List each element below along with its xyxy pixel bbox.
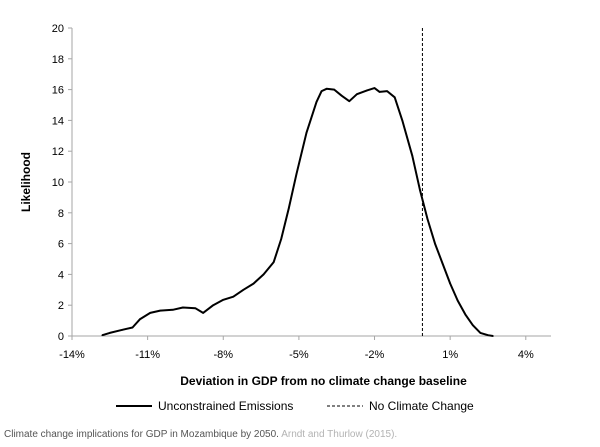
data-point	[378, 91, 381, 93]
data-point	[194, 307, 197, 310]
data-point	[333, 88, 335, 91]
x-axis-title: Deviation in GDP from no climate change …	[180, 374, 467, 388]
unconstrained-emissions-points	[101, 87, 494, 337]
data-point	[426, 218, 429, 220]
y-tick-label: 10	[52, 177, 64, 189]
x-tick-label: -8%	[213, 349, 233, 361]
data-point	[212, 304, 214, 307]
x-axis-ticks: -14% -11% -8% -5% -2% 1% 4%	[59, 336, 534, 361]
data-point	[121, 329, 124, 331]
data-point	[434, 242, 436, 245]
legend: Unconstrained Emissions No Climate Chang…	[116, 399, 474, 413]
data-point	[131, 326, 134, 329]
legend-label-no-climate-change: No Climate Change	[369, 399, 474, 413]
data-point	[487, 334, 489, 337]
data-point	[386, 90, 388, 92]
caption-text: Climate change implications for GDP in M…	[4, 429, 279, 440]
figure-caption: Climate change implications for GDP in M…	[4, 427, 596, 443]
y-tick-label: 14	[52, 115, 64, 127]
data-point	[419, 188, 421, 191]
data-point	[222, 299, 225, 301]
data-point	[401, 119, 404, 122]
data-point	[305, 131, 308, 134]
y-tick-label: 2	[58, 300, 64, 312]
x-tick-label: -14%	[59, 349, 85, 361]
data-point	[348, 100, 351, 102]
data-point	[272, 261, 275, 263]
data-point	[472, 324, 474, 327]
data-point	[411, 155, 414, 157]
legend-label-unconstrained-emissions: Unconstrained Emissions	[158, 399, 293, 413]
x-tick-label: -11%	[135, 349, 160, 361]
data-point	[288, 207, 290, 209]
data-point	[252, 282, 255, 285]
caption-source: Arndt and Thurlow (2015).	[281, 429, 398, 440]
data-point	[295, 173, 298, 176]
y-tick-label: 16	[52, 85, 64, 97]
y-tick-label: 8	[58, 208, 64, 220]
data-point	[373, 87, 376, 89]
data-point	[315, 101, 318, 103]
y-tick-label: 20	[52, 23, 64, 35]
data-point	[182, 306, 184, 309]
data-point	[101, 334, 104, 337]
data-point	[441, 262, 444, 265]
data-point	[366, 89, 368, 92]
y-axis-title: Likelihood	[19, 152, 33, 212]
data-point	[149, 312, 151, 314]
data-point	[325, 88, 328, 90]
data-point	[479, 332, 482, 334]
data-point	[492, 335, 494, 337]
x-tick-label: 4%	[518, 349, 534, 361]
y-axis-ticks: 0 2 4 6 8 10 12 14 16 18 20	[52, 23, 72, 343]
data-point	[109, 332, 111, 334]
y-tick-label: 0	[58, 331, 64, 343]
data-point	[262, 273, 265, 276]
y-tick-label: 4	[58, 269, 64, 281]
data-point	[356, 93, 358, 96]
data-point	[232, 295, 235, 298]
data-point	[159, 309, 162, 312]
x-tick-label: -5%	[289, 349, 309, 361]
unconstrained-emissions-line	[102, 87, 494, 337]
data-point	[202, 312, 204, 314]
data-point	[139, 318, 141, 320]
data-point	[280, 238, 283, 240]
data-point	[242, 289, 245, 291]
data-point	[172, 309, 174, 311]
x-tick-label: 1%	[442, 349, 458, 361]
x-tick-label: -2%	[365, 349, 385, 361]
y-tick-label: 6	[58, 239, 64, 251]
data-point	[464, 313, 467, 316]
y-tick-label: 12	[52, 146, 64, 158]
data-point	[456, 299, 459, 302]
data-point	[449, 282, 451, 285]
data-point	[340, 94, 343, 97]
data-point	[393, 96, 396, 99]
data-point	[320, 90, 323, 92]
y-tick-label: 18	[52, 54, 64, 66]
